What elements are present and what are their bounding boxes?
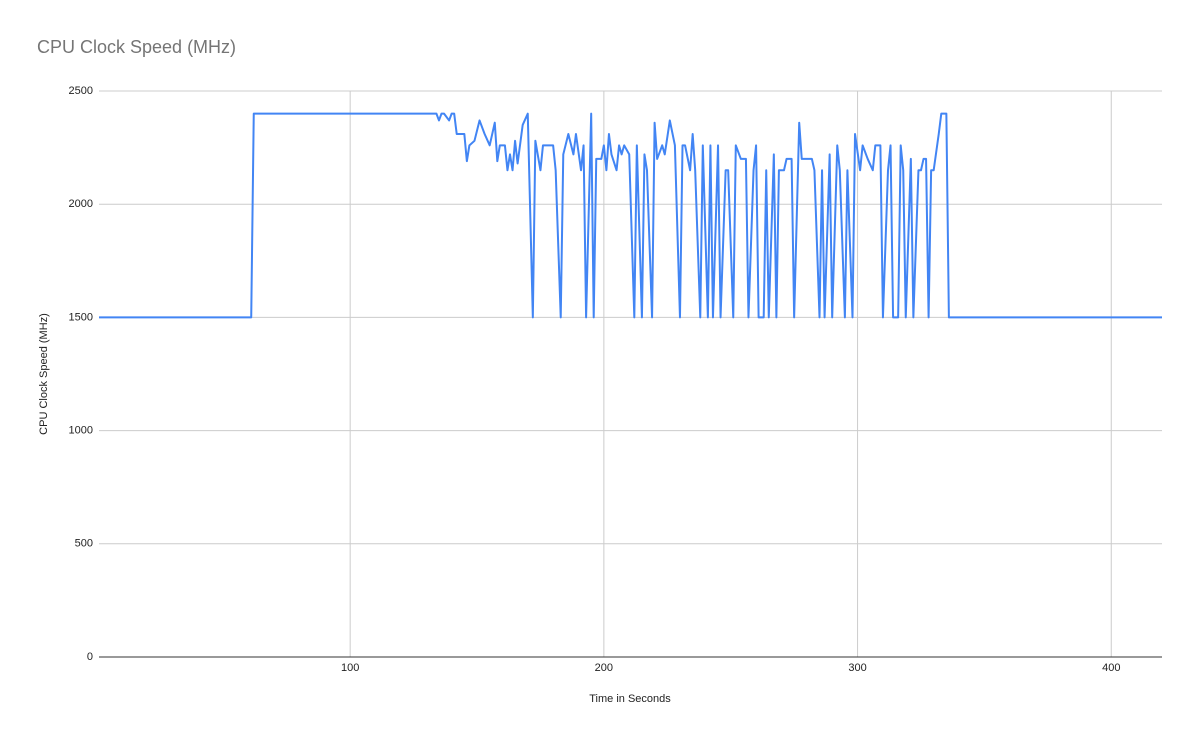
x-tick-label: 100 (341, 662, 359, 674)
y-tick-label: 2000 (69, 198, 93, 210)
chart-title: CPU Clock Speed (MHz) (37, 37, 236, 57)
x-tick-label: 200 (595, 662, 613, 674)
y-tick-label: 2500 (69, 85, 93, 97)
y-tick-label: 0 (87, 651, 93, 663)
y-tick-label: 1000 (69, 425, 93, 437)
x-tick-label: 400 (1102, 662, 1120, 674)
y-tick-label: 1500 (69, 311, 93, 323)
x-tick-label: 300 (848, 662, 866, 674)
y-tick-label: 500 (75, 538, 93, 550)
x-axis-label: Time in Seconds (589, 693, 671, 705)
data-line (99, 112, 1162, 319)
y-axis-label: CPU Clock Speed (MHz) (38, 313, 50, 435)
